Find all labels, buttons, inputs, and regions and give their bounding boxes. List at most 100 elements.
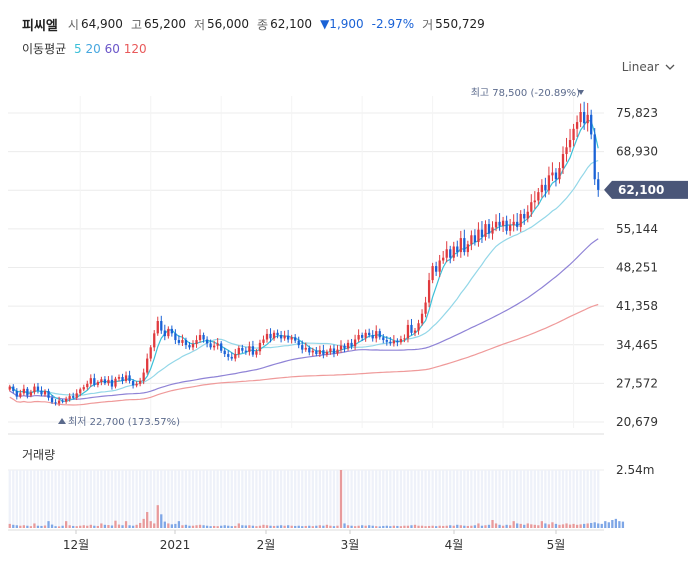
- volume-bar-bg: [276, 470, 279, 528]
- candle-body: [470, 235, 473, 245]
- candle-body: [526, 211, 529, 219]
- candle-body: [33, 386, 36, 393]
- volume-bar-bg: [124, 470, 128, 528]
- volume-bar: [15, 525, 18, 528]
- volume-bar-bg: [43, 470, 47, 528]
- volume-bar: [75, 526, 78, 528]
- volume-bar: [343, 523, 346, 528]
- candle-body: [283, 335, 286, 339]
- candle-body: [188, 345, 191, 348]
- candle-body: [36, 386, 40, 391]
- candle-body: [279, 335, 283, 339]
- candle-body: [516, 221, 519, 227]
- volume-bar: [100, 523, 103, 528]
- volume-bar-bg: [131, 470, 135, 528]
- volume-bar: [198, 524, 202, 528]
- candle-body: [484, 224, 487, 237]
- volume-tick-label: 2.54m: [616, 463, 654, 477]
- candle-body: [262, 339, 265, 343]
- volume-bar: [156, 505, 159, 528]
- volume-bar-bg: [262, 470, 265, 528]
- volume-bar-bg: [551, 470, 554, 528]
- candle-body: [389, 341, 392, 344]
- volume-bar-bg: [301, 470, 304, 528]
- volume-bar: [473, 525, 477, 528]
- candle-body: [586, 114, 589, 124]
- volume-bar-bg: [427, 470, 431, 528]
- candle-body: [501, 220, 505, 226]
- volume-bar: [329, 525, 332, 528]
- volume-bar-bg: [255, 470, 258, 528]
- volume-bar: [350, 525, 353, 528]
- scale-selector[interactable]: Linear: [622, 60, 675, 74]
- candle-body: [530, 202, 533, 212]
- candle-body: [135, 383, 138, 386]
- volume-bar-bg: [364, 470, 367, 528]
- volume-bar: [607, 522, 610, 528]
- x-tick-label: 4월: [445, 538, 464, 552]
- volume-bar: [174, 523, 177, 528]
- volume-bar: [332, 526, 336, 528]
- candle-body: [392, 340, 396, 344]
- volume-bar-bg: [191, 470, 195, 528]
- volume-bar-bg: [554, 470, 558, 528]
- candle-body: [297, 340, 300, 346]
- volume-bar: [579, 524, 582, 528]
- volume-bar: [212, 525, 216, 528]
- volume-bar-bg: [167, 470, 170, 528]
- candle-body: [114, 378, 117, 387]
- volume-bar: [568, 524, 572, 528]
- candle-body: [61, 400, 64, 402]
- candle-body: [227, 354, 230, 357]
- candle-body: [442, 257, 445, 261]
- candle-body: [498, 221, 501, 226]
- volume-bar: [205, 525, 209, 528]
- volume-bar-bg: [258, 470, 262, 528]
- volume-bar-bg: [251, 470, 255, 528]
- change-percent: -2.97%: [371, 17, 415, 31]
- volume-bar-bg: [508, 470, 512, 528]
- volume-bar: [149, 521, 152, 528]
- candle-body: [121, 377, 124, 381]
- volume-bar: [19, 525, 22, 528]
- volume-bar-bg: [561, 470, 565, 528]
- volume-bar-bg: [290, 470, 293, 528]
- volume-bar: [614, 518, 618, 528]
- volume-bar: [36, 525, 40, 528]
- volume-bar: [138, 522, 142, 528]
- candle-body: [558, 168, 561, 180]
- volume-bar-bg: [117, 470, 121, 528]
- volume-bar-bg: [375, 470, 378, 528]
- candle-body: [508, 225, 512, 231]
- y-tick-label: 41,358: [616, 299, 658, 313]
- candle-body: [149, 347, 152, 359]
- volume-bar: [216, 526, 219, 528]
- volume-bar: [336, 525, 339, 528]
- candle-body: [336, 349, 339, 354]
- candle-body: [424, 302, 427, 314]
- volume-bar: [22, 525, 26, 528]
- volume-bar: [470, 525, 473, 528]
- volume-bar-bg: [286, 470, 290, 528]
- volume-bar: [258, 525, 262, 528]
- volume-bar-bg: [177, 470, 181, 528]
- volume-bar-bg: [153, 470, 156, 528]
- volume-bar-bg: [410, 470, 413, 528]
- candle-body: [153, 333, 156, 348]
- candle-body: [537, 192, 540, 201]
- volume-bar: [339, 470, 343, 528]
- volume-bar-bg: [149, 470, 152, 528]
- volume-bar: [304, 525, 307, 528]
- volume-bar: [325, 524, 329, 528]
- candle-body: [248, 346, 251, 352]
- volume-bar-bg: [463, 470, 466, 528]
- volume-bar-bg: [368, 470, 371, 528]
- change-value: ▼1,900: [320, 17, 364, 31]
- candle-body: [255, 351, 258, 355]
- candle-body: [50, 397, 54, 403]
- volume-bar: [131, 525, 135, 528]
- volume-bar: [392, 525, 396, 528]
- candle-body: [593, 134, 596, 180]
- volume-bar: [26, 525, 29, 528]
- candle-body: [195, 340, 198, 344]
